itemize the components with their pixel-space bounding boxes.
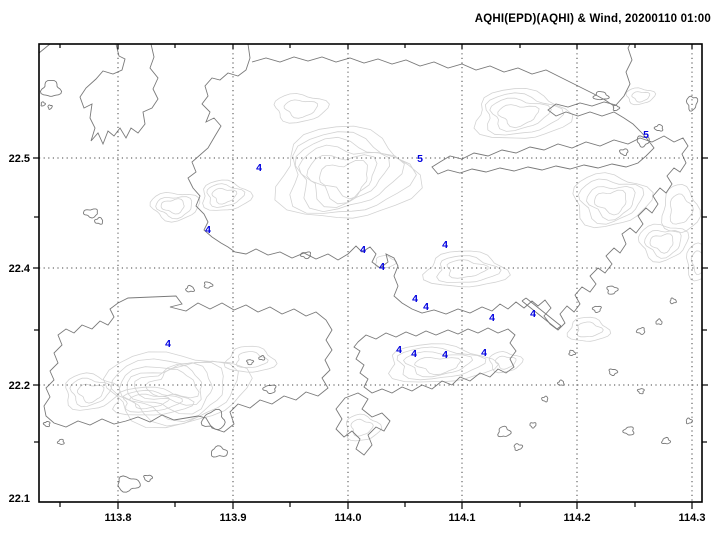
coastlines: [39, 44, 699, 493]
map-layers: [39, 44, 702, 493]
station-value: 4: [205, 224, 211, 236]
station-value: 4: [442, 349, 448, 361]
station-value: 4: [379, 261, 385, 273]
station-value: 4: [481, 347, 487, 359]
y-tick-label: 22.5: [9, 153, 30, 165]
y-tick-label: 22.1: [9, 493, 30, 505]
chart-title: AQHI(EPD)(AQHI) & Wind, 20200110 01:00: [474, 13, 711, 25]
station-value: 5: [417, 153, 423, 165]
station-value: 4: [396, 344, 402, 356]
x-tick-label: 114.3: [679, 512, 706, 524]
x-tick-label: 114.2: [564, 512, 591, 524]
station-value: 4: [360, 244, 366, 256]
station-value: 4: [442, 239, 448, 251]
station-value: 5: [643, 129, 649, 141]
axis-ticks: [33, 44, 708, 509]
station-value: 4: [530, 308, 536, 320]
x-tick-label: 113.8: [105, 512, 132, 524]
station-value: 4: [165, 338, 171, 350]
station-value: 4: [412, 293, 418, 305]
station-value: 4: [423, 301, 429, 313]
y-tick-label: 22.2: [9, 380, 30, 392]
station-value: 4: [489, 312, 495, 324]
plot-frame: [38, 43, 703, 503]
x-tick-label: 114.0: [335, 512, 362, 524]
gridlines: [39, 44, 702, 502]
x-tick-label: 113.9: [220, 512, 247, 524]
x-tick-label: 114.1: [449, 512, 476, 524]
terrain-contours: [65, 87, 702, 442]
station-value: 4: [411, 348, 417, 360]
y-tick-label: 22.4: [9, 263, 31, 275]
station-value: 4: [256, 162, 262, 174]
